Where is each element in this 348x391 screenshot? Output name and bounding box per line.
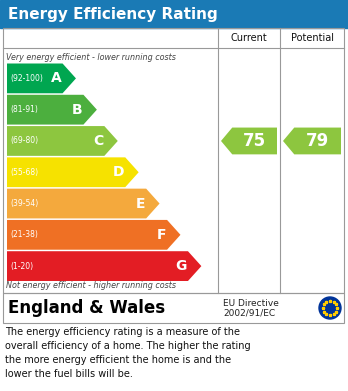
Text: (39-54): (39-54) [10, 199, 38, 208]
Polygon shape [283, 127, 341, 154]
Text: Potential: Potential [291, 33, 333, 43]
Text: G: G [176, 259, 187, 273]
Bar [0, 0, 348, 28]
Text: overall efficiency of a home. The higher the rating: overall efficiency of a home. The higher… [5, 341, 251, 351]
Polygon shape [7, 251, 201, 281]
Text: (92-100): (92-100) [10, 74, 43, 83]
Text: E: E [136, 197, 145, 210]
Polygon shape [7, 157, 139, 187]
Text: (1-20): (1-20) [10, 262, 33, 271]
Text: 79: 79 [306, 132, 329, 150]
Polygon shape [7, 63, 76, 93]
Bar [3, 28, 344, 293]
Text: lower the fuel bills will be.: lower the fuel bills will be. [5, 369, 133, 379]
Text: (69-80): (69-80) [10, 136, 38, 145]
Polygon shape [221, 127, 277, 154]
Text: 2002/91/EC: 2002/91/EC [223, 308, 275, 317]
Text: Very energy efficient - lower running costs: Very energy efficient - lower running co… [6, 52, 176, 61]
Text: Not energy efficient - higher running costs: Not energy efficient - higher running co… [6, 282, 176, 291]
Text: B: B [72, 103, 82, 117]
Text: (55-68): (55-68) [10, 168, 38, 177]
Polygon shape [7, 220, 181, 250]
Text: England & Wales: England & Wales [8, 299, 165, 317]
Polygon shape [7, 95, 97, 125]
Text: EU Directive: EU Directive [223, 298, 279, 307]
Text: 75: 75 [243, 132, 266, 150]
Text: D: D [113, 165, 124, 179]
Polygon shape [7, 126, 118, 156]
Text: Energy Efficiency Rating: Energy Efficiency Rating [8, 7, 218, 22]
Bar [3, 293, 344, 323]
Circle shape [319, 297, 341, 319]
Text: F: F [157, 228, 166, 242]
Text: the more energy efficient the home is and the: the more energy efficient the home is an… [5, 355, 231, 365]
Text: The energy efficiency rating is a measure of the: The energy efficiency rating is a measur… [5, 327, 240, 337]
Text: (81-91): (81-91) [10, 105, 38, 114]
Text: A: A [51, 72, 62, 85]
Text: (21-38): (21-38) [10, 230, 38, 239]
Polygon shape [7, 188, 160, 219]
Text: Current: Current [231, 33, 267, 43]
Text: C: C [93, 134, 103, 148]
